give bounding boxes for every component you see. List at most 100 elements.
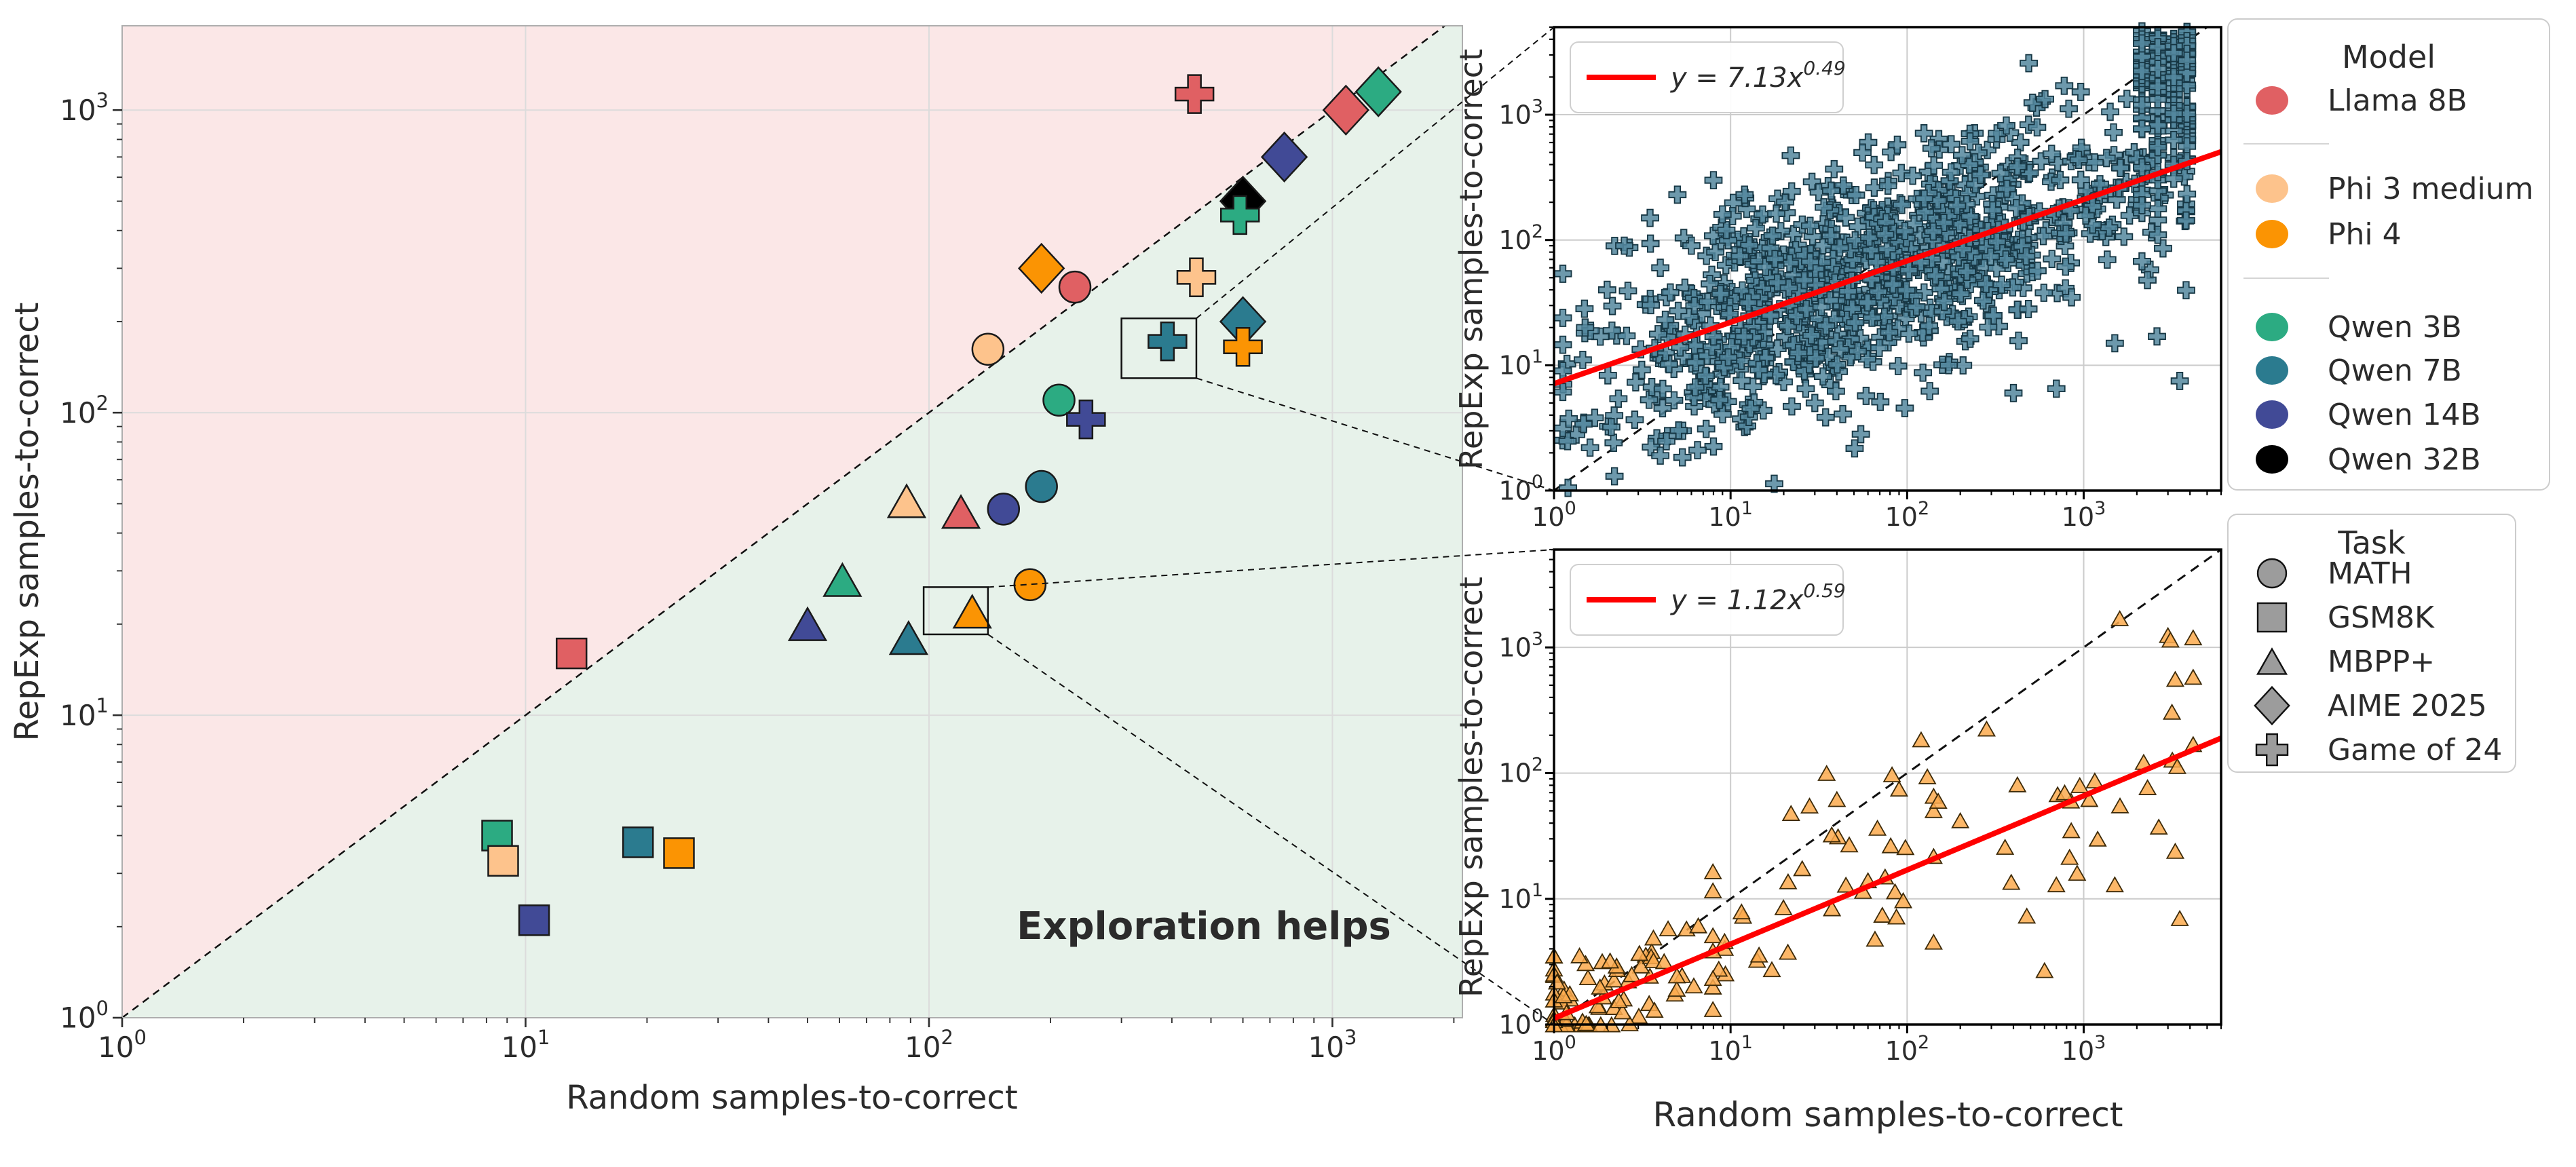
scatter-point [1805,394,1824,413]
scatter-point [2132,252,2151,271]
y-tick-label: 100 [1498,1006,1543,1039]
scatter-point [1827,382,1845,401]
scatter-point [2132,196,2151,214]
point-qwen-14b-math [987,493,1021,526]
scatter-point [2062,822,2081,839]
scatter-point [2138,779,2157,795]
below-diagonal-region [122,26,1462,1018]
scatter-point [1896,839,1915,856]
scatter-point [1697,366,1716,385]
scatter-point [1935,292,1954,311]
triangle-icon [2256,647,2288,675]
model-swatch-llama-8b [2256,86,2288,115]
scatter-point [1602,417,1621,436]
point-phi-4-mbpp+ [952,594,992,629]
scatter-point [1615,236,1633,255]
scatter-point [2148,116,2167,135]
scatter-point [1632,360,1651,379]
scatter-point [2105,334,2124,353]
scatter-point [2002,873,2021,890]
scatter-point [2007,198,2026,217]
scatter-point [1783,397,1801,416]
scatter-point [1580,438,1599,457]
fit-legend-box [1570,41,1844,113]
scatter-point [1776,193,1795,212]
scatter-point [2070,777,2089,793]
scatter-point [1654,953,1673,970]
task-legend-label: MBPP+ [2328,645,2435,679]
scatter-point [2072,138,2091,157]
scatter-point [2184,668,2203,685]
scatter-point [1656,310,1675,329]
scatter-point [1815,198,1834,216]
scatter-point [1862,241,1880,260]
scatter-point [1924,222,1943,241]
scatter-point [1838,282,1857,301]
model-legend: Model Llama 8B Phi 3 medium Phi 4 Qwen 3B Qw… [2227,18,2550,491]
diagonal-line [121,25,1445,1018]
point-qwen-7b-mbpp+ [888,619,929,655]
scatter-point [1860,228,1878,247]
scatter-point [2008,776,2027,792]
scatter-point [1598,366,1617,385]
scatter-point [1601,952,1620,969]
scatter-point [1883,275,1902,294]
point-qwen-7b-game-of-24 [1148,321,1188,362]
scatter-point [2004,383,2023,402]
scatter-point [1609,389,1628,408]
scatter-point [2071,83,2090,101]
scatter-point [1735,327,1754,346]
scatter-point [1642,378,1661,396]
scatter-point [1719,231,1737,250]
scatter-point [1686,378,1705,397]
scatter-point [1703,862,1722,879]
scatter-point [1609,991,1628,1008]
scatter-point [2051,170,2070,189]
zoom-connector-lines [987,26,1555,1025]
scatter-point [1889,357,1908,375]
scatter-point [1997,179,2016,198]
scatter-point [1573,350,1592,369]
scatter-point [1719,348,1738,367]
task-legend-label: MATH [2328,556,2412,591]
x-tick-label: 103 [1308,1026,1357,1064]
scatter-point [1685,296,1704,315]
scatter-point [1857,387,1876,405]
scatter-point [1887,908,1906,925]
scatter-point [2062,288,2081,307]
point-llama-8b-gsm8k [555,637,588,670]
scatter-point [1704,171,1723,190]
model-legend-label: Qwen 14B [2328,398,2481,432]
scatter-point [1625,410,1644,429]
scatter-point [1710,390,1729,409]
inset-bottom-yaxis-label: RepExp samples-to-correct [1453,577,1490,997]
scatter-point [1907,297,1926,316]
y-tick-label: 100 [1498,472,1543,505]
scatter-point [2060,848,2079,865]
scatter-point [1749,946,1768,963]
model-legend-label: Qwen 3B [2328,310,2462,345]
scatter-point [1988,232,2007,251]
point-qwen-3b-aime-2025 [1355,66,1402,117]
scatter-point [1863,309,1881,327]
scatter-point [1870,339,1889,358]
scatter-point [2148,225,2167,244]
scatter-point [1585,408,1604,427]
scatter-point [1840,836,1859,853]
scatter-point [1739,293,1758,312]
scatter-point [1642,296,1660,315]
scatter-point [1626,373,1645,391]
scatter-point [2056,257,2075,276]
scatter-point [1821,291,1839,310]
scatter-point [2132,34,2151,53]
connector-line [987,549,1555,588]
scatter-point [1576,1014,1595,1031]
scatter-point [1795,271,1814,290]
task-legend-title: Task [2337,524,2406,561]
scatter-point [1948,197,1967,215]
scatter-point [2008,157,2027,176]
fit-line [1553,735,2222,1021]
scatter-point [1641,208,1659,227]
scatter-point [2018,907,2037,924]
scatter-point [1825,159,1844,178]
